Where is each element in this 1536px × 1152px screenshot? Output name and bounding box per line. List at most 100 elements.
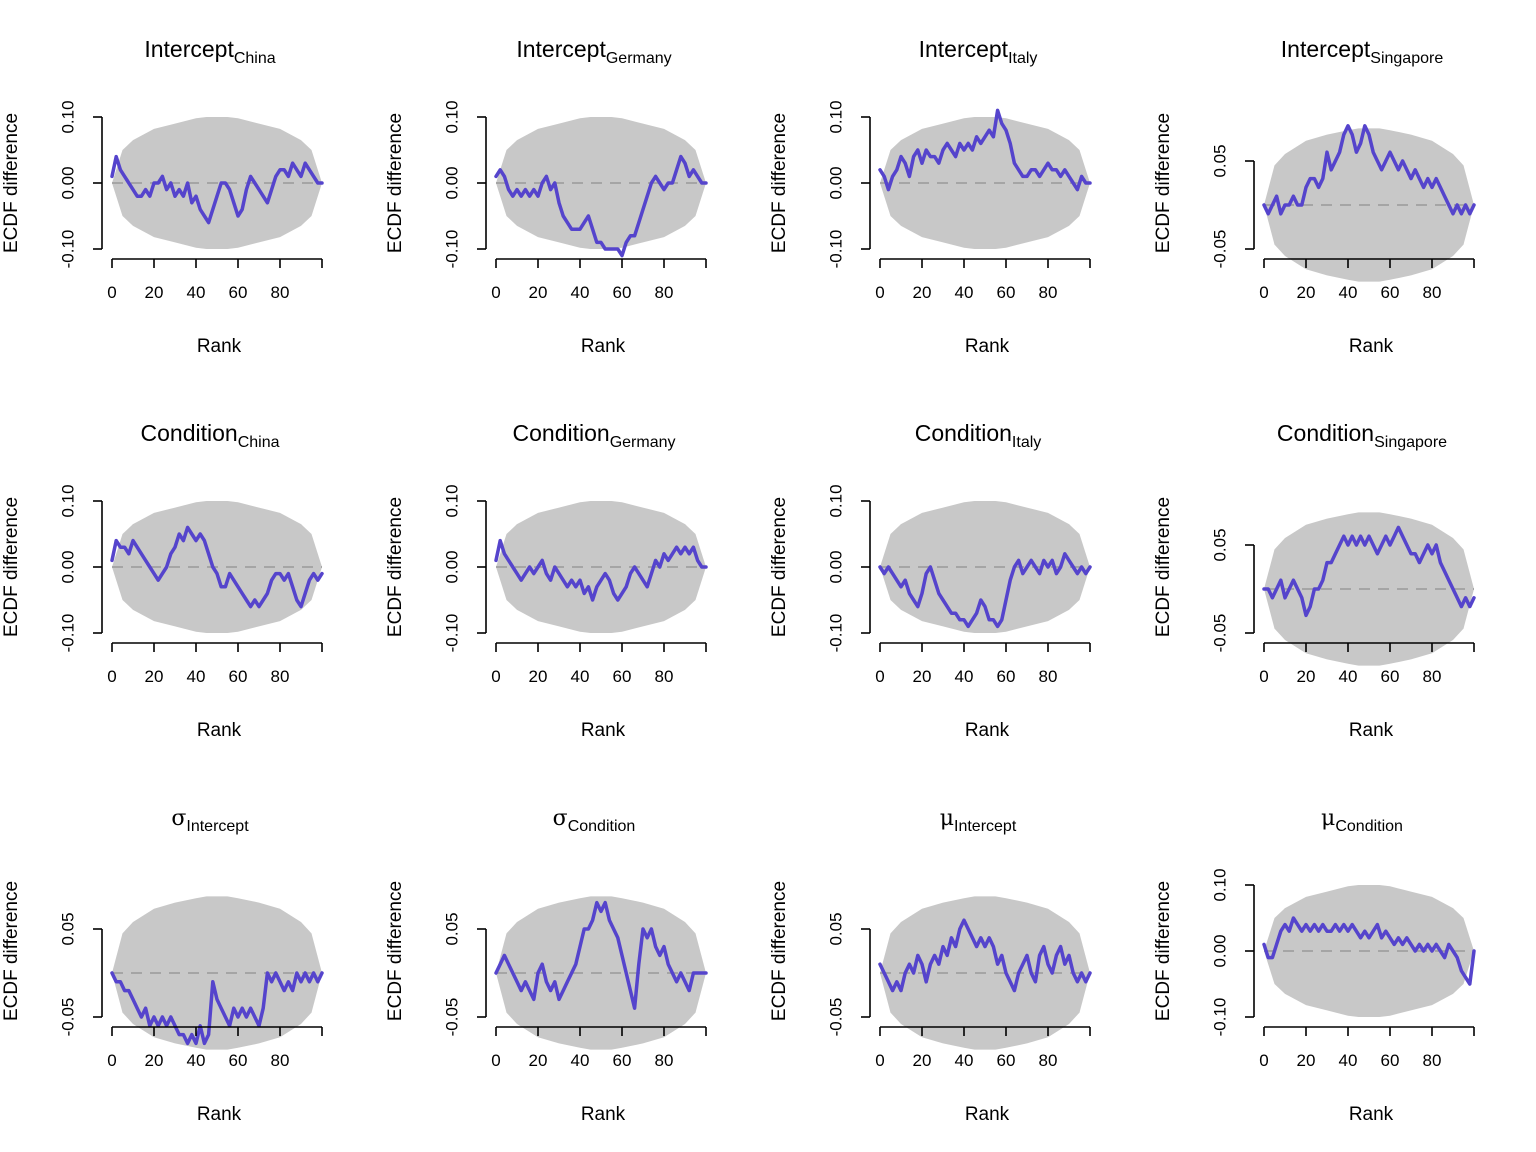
x-tick-label: 20: [913, 283, 932, 302]
x-tick-label: 80: [1423, 283, 1442, 302]
x-tick-label: 80: [271, 283, 290, 302]
x-tick-label: 20: [529, 667, 548, 686]
ecdf-difference-series: [494, 154, 708, 258]
x-tick-label: 20: [529, 1051, 548, 1070]
x-axis-label: Rank: [965, 336, 1010, 357]
panel-title: ConditionChina: [141, 420, 280, 451]
y-axis-label: ECDF difference: [769, 497, 790, 637]
y-axis-label: ECDF difference: [769, 113, 790, 253]
y-tick-label: 0.10: [58, 484, 77, 517]
y-tick-label: 0.05: [58, 912, 77, 945]
panel-title: InterceptGermany: [516, 36, 671, 67]
x-tick-label: 0: [875, 1051, 884, 1070]
y-tick-label: -0.10: [58, 230, 77, 269]
x-tick-label: 40: [955, 667, 974, 686]
x-tick-label: 40: [571, 667, 590, 686]
panel-title: InterceptSingapore: [1281, 36, 1444, 67]
y-axis-label: ECDF difference: [1153, 881, 1174, 1021]
ecdf-difference-series: [110, 971, 324, 1046]
x-tick-label: 0: [107, 667, 116, 686]
ecdf-difference-series: [878, 108, 1092, 192]
y-tick-label: -0.10: [826, 230, 845, 269]
x-tick-label: 60: [1381, 667, 1400, 686]
x-tick-label: 80: [1423, 1051, 1442, 1070]
ecdf-difference-series: [878, 918, 1092, 993]
panel-12: -0.10 0.00 0.10 0 20 40 60 80 Rank ECDF differenc…: [1153, 806, 1476, 1125]
y-tick-label: 0.10: [826, 100, 845, 133]
x-tick-label: 20: [1297, 283, 1316, 302]
panel-7: -0.10 0.00 0.10 0 20 40 60 80 Rank ECDF differenc…: [769, 420, 1092, 741]
x-tick-label: 40: [955, 1051, 974, 1070]
ecdf-difference-series: [494, 900, 708, 1010]
y-axis-label: ECDF difference: [1153, 113, 1174, 253]
x-tick-label: 60: [229, 667, 248, 686]
panel-title: μIntercept: [940, 806, 1017, 835]
x-tick-label: 20: [1297, 1051, 1316, 1070]
y-tick-label: -0.05: [1210, 230, 1229, 269]
x-tick-label: 0: [1259, 667, 1268, 686]
x-tick-label: 80: [655, 667, 674, 686]
y-tick-label: 0.00: [442, 550, 461, 583]
y-tick-label: 0.00: [826, 166, 845, 199]
x-tick-label: 80: [1039, 283, 1058, 302]
x-tick-label: 60: [997, 283, 1016, 302]
y-tick-label: 0.00: [58, 550, 77, 583]
x-tick-label: 40: [187, 667, 206, 686]
y-tick-label: 0.10: [442, 100, 461, 133]
ecdf-difference-series: [110, 525, 324, 609]
y-tick-label: 0.00: [826, 550, 845, 583]
y-tick-label: -0.05: [442, 998, 461, 1037]
y-tick-label: 0.00: [1210, 934, 1229, 967]
panel-2: -0.10 0.00 0.10 0 20 40 60 80 Rank ECDF differenc…: [385, 36, 708, 357]
x-axis-label: Rank: [197, 720, 242, 741]
x-tick-label: 60: [613, 1051, 632, 1070]
x-tick-label: 60: [997, 667, 1016, 686]
y-axis-label: ECDF difference: [1153, 497, 1174, 637]
y-tick-label: 0.05: [1210, 144, 1229, 177]
ecdf-difference-series: [1262, 525, 1476, 618]
y-tick-label: 0.10: [826, 484, 845, 517]
y-tick-label: -0.05: [58, 998, 77, 1037]
panel-title: ConditionSingapore: [1277, 420, 1447, 451]
y-tick-label: -0.10: [442, 614, 461, 653]
ecdf-difference-series: [1262, 916, 1476, 986]
x-tick-label: 60: [613, 283, 632, 302]
y-axis-label: ECDF difference: [385, 881, 406, 1021]
x-tick-label: 0: [491, 1051, 500, 1070]
x-axis-label: Rank: [965, 720, 1010, 741]
y-tick-label: -0.10: [442, 230, 461, 269]
x-tick-label: 80: [1039, 1051, 1058, 1070]
y-tick-label: 0.10: [442, 484, 461, 517]
y-tick-label: -0.05: [826, 998, 845, 1037]
x-tick-label: 60: [229, 283, 248, 302]
x-tick-label: 40: [1339, 283, 1358, 302]
y-axis-label: ECDF difference: [1, 881, 22, 1021]
x-tick-label: 80: [271, 1051, 290, 1070]
ecdf-difference-series: [494, 538, 708, 602]
y-tick-label: 0.10: [1210, 868, 1229, 901]
panel-title: σIntercept: [171, 806, 249, 835]
panel-title: σCondition: [553, 806, 636, 835]
y-tick-label: 0.10: [58, 100, 77, 133]
y-tick-label: -0.05: [1210, 614, 1229, 653]
x-tick-label: 20: [529, 283, 548, 302]
x-tick-label: 40: [187, 1051, 206, 1070]
y-axis-label: ECDF difference: [769, 881, 790, 1021]
y-tick-label: -0.10: [1210, 998, 1229, 1037]
x-axis-label: Rank: [197, 336, 242, 357]
panel-4: -0.05 0.05 0 20 40 60 80 Rank ECDF difference Int…: [1153, 36, 1476, 357]
panel-1: -0.10 0.00 0.10 0 20 40 60 80 Rank ECDF differenc…: [1, 36, 324, 357]
x-tick-label: 20: [913, 667, 932, 686]
x-tick-label: 80: [655, 1051, 674, 1070]
ecdf-difference-series: [110, 154, 324, 225]
x-tick-label: 60: [997, 1051, 1016, 1070]
panel-10: -0.05 0.05 0 20 40 60 80 Rank ECDF difference σCo…: [385, 806, 708, 1125]
y-tick-label: 0.00: [58, 166, 77, 199]
y-tick-label: 0.05: [1210, 528, 1229, 561]
ecdf-difference-series: [878, 552, 1092, 629]
x-tick-label: 20: [145, 283, 164, 302]
x-tick-label: 80: [655, 283, 674, 302]
y-axis-label: ECDF difference: [1, 497, 22, 637]
x-tick-label: 40: [187, 283, 206, 302]
x-tick-label: 0: [491, 283, 500, 302]
